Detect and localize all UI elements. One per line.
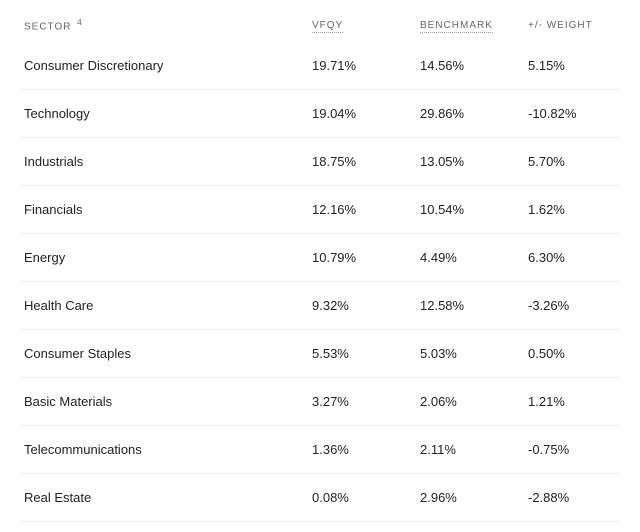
cell-sector: Industrials: [20, 138, 308, 186]
header-vfqy[interactable]: VFQY: [308, 10, 416, 42]
cell-sector: Technology: [20, 90, 308, 138]
cell-sector: Telecommunications: [20, 426, 308, 474]
cell-weight: 1.62%: [524, 186, 620, 234]
cell-weight: -3.26%: [524, 282, 620, 330]
cell-sector: Consumer Staples: [20, 330, 308, 378]
cell-sector: Real Estate: [20, 474, 308, 522]
cell-benchmark: 5.03%: [416, 330, 524, 378]
cell-benchmark: 4.49%: [416, 234, 524, 282]
header-vfqy-label: VFQY: [312, 20, 343, 33]
cell-vfqy: 18.75%: [308, 138, 416, 186]
header-benchmark[interactable]: BENCHMARK: [416, 10, 524, 42]
cell-benchmark: 2.11%: [416, 426, 524, 474]
table-header-row: SECTOR 4 VFQY BENCHMARK +/- WEIGHT: [20, 10, 620, 42]
cell-weight: -0.75%: [524, 426, 620, 474]
cell-benchmark: 14.56%: [416, 42, 524, 90]
cell-weight: -2.88%: [524, 474, 620, 522]
table-row: Industrials18.75%13.05%5.70%: [20, 138, 620, 186]
table-row: Real Estate0.08%2.96%-2.88%: [20, 474, 620, 522]
cell-vfqy: 10.79%: [308, 234, 416, 282]
cell-weight: 5.70%: [524, 138, 620, 186]
cell-sector: Consumer Discretionary: [20, 42, 308, 90]
cell-vfqy: 9.32%: [308, 282, 416, 330]
header-weight: +/- WEIGHT: [524, 10, 620, 42]
cell-vfqy: 19.04%: [308, 90, 416, 138]
cell-weight: 1.21%: [524, 378, 620, 426]
header-weight-label: +/- WEIGHT: [528, 20, 593, 31]
header-sector: SECTOR 4: [20, 10, 308, 42]
table-row: Consumer Staples5.53%5.03%0.50%: [20, 330, 620, 378]
header-sector-footnote: 4: [77, 18, 82, 27]
sector-weight-table: SECTOR 4 VFQY BENCHMARK +/- WEIGHT Consu…: [20, 10, 620, 522]
cell-benchmark: 29.86%: [416, 90, 524, 138]
cell-sector: Basic Materials: [20, 378, 308, 426]
cell-vfqy: 5.53%: [308, 330, 416, 378]
cell-sector: Financials: [20, 186, 308, 234]
cell-vfqy: 0.08%: [308, 474, 416, 522]
cell-sector: Health Care: [20, 282, 308, 330]
cell-vfqy: 1.36%: [308, 426, 416, 474]
cell-vfqy: 3.27%: [308, 378, 416, 426]
cell-benchmark: 2.96%: [416, 474, 524, 522]
cell-sector: Energy: [20, 234, 308, 282]
cell-vfqy: 12.16%: [308, 186, 416, 234]
table-row: Telecommunications1.36%2.11%-0.75%: [20, 426, 620, 474]
table-row: Energy10.79%4.49%6.30%: [20, 234, 620, 282]
table-row: Basic Materials3.27%2.06%1.21%: [20, 378, 620, 426]
cell-weight: 6.30%: [524, 234, 620, 282]
table-row: Consumer Discretionary19.71%14.56%5.15%: [20, 42, 620, 90]
cell-benchmark: 13.05%: [416, 138, 524, 186]
cell-benchmark: 10.54%: [416, 186, 524, 234]
cell-weight: -10.82%: [524, 90, 620, 138]
table-row: Financials12.16%10.54%1.62%: [20, 186, 620, 234]
header-benchmark-label: BENCHMARK: [420, 20, 493, 33]
table-row: Technology19.04%29.86%-10.82%: [20, 90, 620, 138]
header-sector-label: SECTOR: [24, 21, 72, 32]
cell-benchmark: 12.58%: [416, 282, 524, 330]
cell-weight: 5.15%: [524, 42, 620, 90]
cell-benchmark: 2.06%: [416, 378, 524, 426]
cell-vfqy: 19.71%: [308, 42, 416, 90]
cell-weight: 0.50%: [524, 330, 620, 378]
table-body: Consumer Discretionary19.71%14.56%5.15%T…: [20, 42, 620, 522]
table-row: Health Care9.32%12.58%-3.26%: [20, 282, 620, 330]
